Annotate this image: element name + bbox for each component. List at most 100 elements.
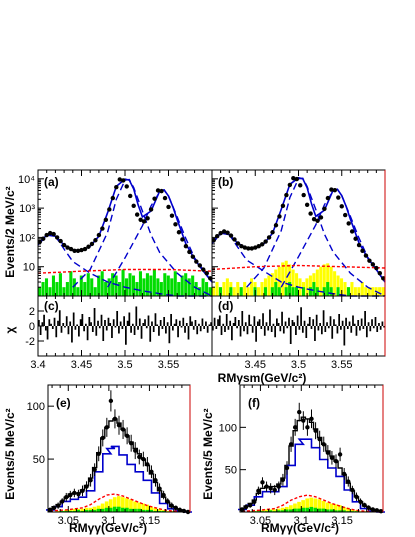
data-point-e [72,490,77,496]
residual-bar-d [329,316,332,326]
residual-bar-c [53,317,56,326]
hist-bar-green-a [205,282,209,296]
residual-bar-d [322,310,325,326]
residual-bar-d [293,322,296,326]
hist-bar-green-a [163,273,167,296]
data-point-b [291,175,296,181]
data-point-f [317,436,322,442]
residual-bar-d [288,317,290,326]
total-fit-curve-a [37,178,213,283]
hist-bar-green-a [166,275,170,296]
hist-bar-yellow-e [129,499,133,512]
hist-bar-yellow-f [342,506,346,512]
data-point-a [110,195,116,201]
chi-c2-signal-curve-b [280,188,386,288]
residual-bar-d [255,326,257,342]
panel-label-c: (c) [44,299,59,313]
residual-bar-d [317,326,320,331]
panel-label-f: (f) [248,396,260,410]
data-point-b [294,176,299,182]
hist-bar-green-f [276,510,281,512]
total-fit-curve-b [211,176,386,283]
residual-bar-c [151,321,153,326]
data-point-a [47,230,53,236]
residual-bar-c [173,323,176,326]
hist-bar-green-e [96,508,101,512]
residual-bar-d [225,314,228,326]
data-point-f [374,508,380,513]
residual-bar-d [360,318,363,326]
residual-bar-d [378,323,380,326]
hist-bar-green-b [263,287,267,296]
residual-bar-c [121,326,124,329]
hist-bar-green-a [104,282,108,296]
data-point-a [173,222,178,227]
data-point-f [313,428,318,433]
hist-bar-yellow-b [256,287,261,296]
residual-bar-d [333,319,335,326]
data-point-b [239,244,244,249]
residual-bar-d [376,326,379,332]
y-tick-label-f: 100 [219,422,237,434]
residual-bar-d [324,326,327,332]
hist-bar-green-e [100,508,105,512]
hist-bar-yellow-e [104,501,109,512]
residual-bar-d [237,320,240,326]
residual-bar-d [369,326,372,332]
residual-bar-c [185,323,188,326]
chi-c1-signal-curve-a [72,178,213,297]
data-point-b [381,276,386,281]
hist-bar-green-b [291,287,295,296]
y-tick-label-a: 10 [23,262,35,274]
y-axis-title-e: Events/5 MeV/c² [3,408,17,499]
hist-bar-green-e [116,506,121,512]
residual-bar-c [91,326,94,332]
residual-bar-d [236,326,238,329]
residual-bar-c [71,326,73,343]
hist-bar-green-a [145,273,149,296]
data-point-b [318,215,324,220]
hist-bar-green-e [108,507,113,512]
hist-bar-green-f [309,506,314,512]
residual-bar-d [305,326,308,338]
data-point-e [108,398,114,404]
residual-bar-d [262,313,264,326]
data-point-a [166,204,171,210]
data-point-a [79,247,84,253]
hist-bar-green-f [325,509,330,512]
data-point-f [276,484,282,489]
residual-bar-c [88,317,91,326]
hist-bar-yellow-f [333,504,338,512]
hist-bar-yellow-e [100,503,105,512]
data-point-b [346,221,351,226]
data-point-f [341,471,347,477]
hist-bar-yellow-e [121,497,125,512]
data-point-a [89,241,95,247]
hist-bar-green-b [295,287,299,296]
residual-bar-d [348,321,351,326]
hist-bar-green-b [326,282,330,296]
data-point-b [225,230,230,235]
data-point-b [301,192,306,198]
residual-bar-c [194,320,197,326]
hist-bar-green-a [65,282,69,296]
x-axis-title-top: RMγsm(GeV/c²) [218,371,307,385]
hist-bar-green-a [41,282,45,296]
residual-bar-d [326,322,328,326]
hist-bar-green-a [58,273,62,296]
residual-bar-d [303,320,306,326]
residual-bar-c [102,326,105,341]
residual-bar-d [336,326,339,334]
hist-bar-green-e [84,509,89,512]
residual-bar-c [50,323,52,326]
hist-bar-green-f [333,510,338,512]
residual-bar-d [274,326,277,338]
data-point-f [272,487,277,493]
residual-bar-d [243,326,245,332]
hist-bar-yellow-b [329,266,333,296]
data-point-a [187,249,192,255]
hist-bar-green-a [97,275,101,296]
hist-bar-yellow-e [72,508,76,512]
residual-bar-c [72,312,75,326]
hist-bar-green-a [62,287,66,296]
